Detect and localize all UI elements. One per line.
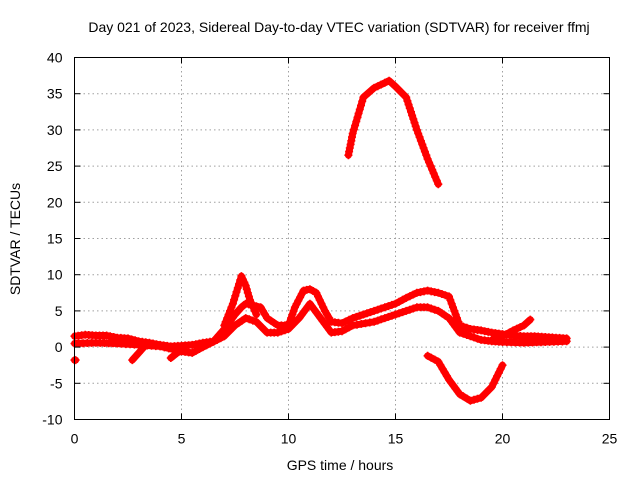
series-short-dip-near-3h — [128, 341, 150, 365]
series-point-markers — [70, 356, 80, 365]
y-tick-label: 15 — [47, 231, 63, 247]
series-point-markers — [344, 76, 443, 189]
series-spike-near-8h — [220, 272, 261, 330]
series-short-dip-near-4-6h — [166, 345, 188, 362]
series-point-markers — [487, 315, 535, 344]
y-tick-label: 30 — [47, 122, 63, 138]
y-tick-label: 20 — [47, 194, 63, 210]
series-high-arc — [344, 76, 443, 189]
y-tick-label: -5 — [50, 375, 63, 391]
x-axis-label: GPS time / hours — [287, 457, 394, 473]
y-tick-label: 40 — [47, 50, 63, 66]
series-isolated-point — [70, 356, 80, 365]
series-line — [344, 77, 442, 188]
y-axis-label: SDTVAR / TECUs — [7, 183, 23, 295]
y-tick-label: 0 — [55, 339, 63, 355]
x-tick-label: 5 — [178, 431, 186, 447]
grid-lines — [74, 57, 610, 420]
series-negative-arc — [423, 351, 507, 405]
x-tick-label: 15 — [388, 431, 404, 447]
y-tick-label: -10 — [42, 412, 62, 428]
y-tick-label: 25 — [47, 158, 63, 174]
x-tick-label: 25 — [602, 431, 618, 447]
series-point-markers — [166, 345, 188, 362]
data-series — [70, 76, 571, 405]
x-tick-label: 20 — [495, 431, 511, 447]
series-main-trace-lower — [70, 299, 571, 357]
chart-title: Day 021 of 2023, Sidereal Day-to-day VTE… — [88, 19, 589, 35]
y-tick-label: 35 — [47, 86, 63, 102]
series-point-markers — [128, 341, 150, 365]
y-tick-label: 10 — [47, 267, 63, 283]
series-tail-20-21-5h — [487, 315, 535, 344]
x-tick-label: 10 — [281, 431, 297, 447]
series-point-markers — [220, 272, 261, 330]
y-tick-label: 5 — [55, 303, 63, 319]
x-tick-label: 0 — [71, 431, 79, 447]
series-point-markers — [423, 351, 507, 405]
axis-ticks: 0 5 10 15 20 25 -10 -5 0 5 10 15 20 25 30 35 40 — [42, 50, 617, 447]
